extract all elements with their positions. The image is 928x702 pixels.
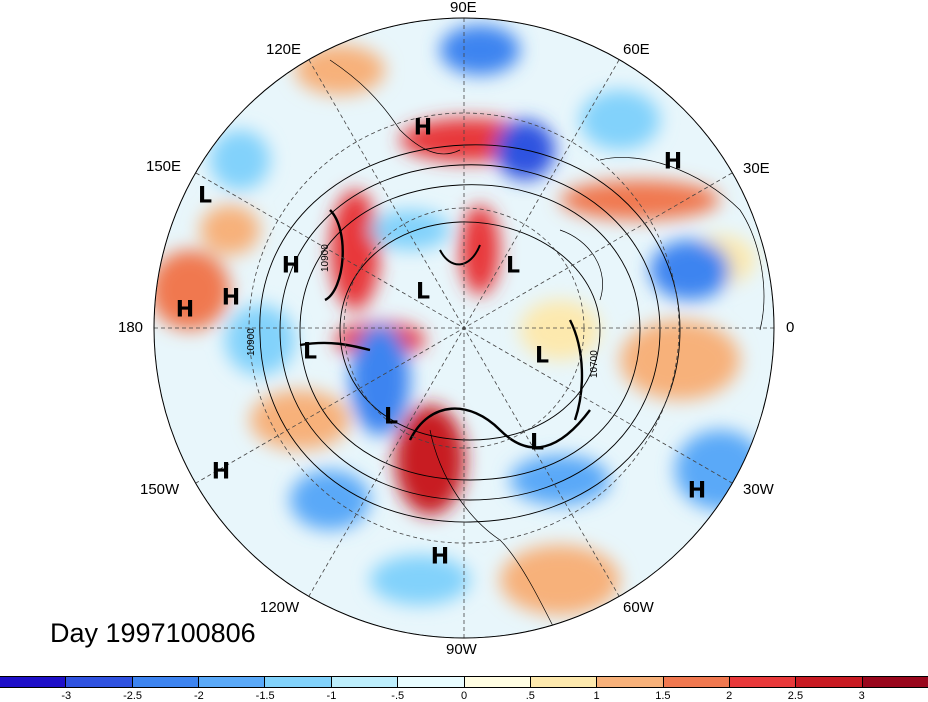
colorbar-box: [597, 677, 664, 687]
colorbar-tick-label: 2.5: [787, 690, 804, 702]
map-border: [153, 17, 775, 639]
low-pressure-marker: L: [384, 405, 398, 430]
colorbar-tick-label: 0: [460, 690, 468, 702]
lon-label-60w: 60W: [623, 599, 654, 616]
high-pressure-marker: H: [222, 286, 240, 311]
lon-label-150w: 150W: [140, 481, 180, 498]
colorbar-box: [862, 677, 928, 687]
colorbar-tick-label: -.5: [391, 690, 405, 702]
lon-label-120w: 120W: [260, 599, 300, 616]
colorbar-box: [199, 677, 266, 687]
high-pressure-marker: H: [431, 545, 449, 570]
colorbar-box: [132, 677, 200, 687]
colorbar-tick-label: -2.5: [123, 690, 143, 702]
low-pressure-marker: L: [198, 184, 212, 209]
colorbar-box: [0, 677, 67, 687]
colorbar-tick-label: -1.5: [255, 690, 275, 702]
lon-label-60e: 60E: [623, 41, 650, 58]
high-pressure-marker: H: [282, 254, 300, 279]
lon-label-120e: 120E: [266, 41, 302, 58]
height-contours: [259, 144, 681, 523]
colorbar-box: [530, 677, 598, 687]
lon-label-150e: 150E: [146, 158, 182, 175]
colorbar-tick-label: 1: [593, 690, 600, 702]
contour-label: 10900: [320, 244, 331, 272]
colorbar-box: [331, 677, 399, 687]
colorbar-box: [66, 677, 133, 687]
colorbar-tick-label: -3: [61, 690, 72, 702]
low-pressure-marker: L: [530, 431, 544, 456]
colorbar-tick-label: 1.5: [655, 690, 671, 702]
high-pressure-marker: H: [414, 116, 432, 141]
colorbar-box: [729, 677, 797, 687]
colorbar-box: [265, 677, 332, 687]
colorbar-tick-label: -2: [193, 690, 204, 702]
contour-label: 10900: [246, 328, 257, 356]
colorbar-box: [663, 677, 730, 687]
day-label: Day 1997100806: [50, 618, 256, 648]
lon-label-180: 180: [118, 319, 144, 336]
colorbar-box: [464, 677, 531, 687]
low-pressure-marker: L: [535, 344, 549, 369]
high-pressure-marker: H: [212, 460, 230, 485]
colorbar-tick-label: -1: [326, 690, 337, 702]
colorbar-tick-label: 2: [726, 690, 733, 702]
lon-label-90e: 90E: [450, 0, 477, 16]
colorbar-tick-label: .5: [525, 690, 535, 702]
anomaly-field: [154, 18, 774, 638]
coastlines: [329, 59, 765, 638]
polar-stereographic-map: 10900 10900 10700 H H L H H H L L L L L L H H H: [153, 17, 775, 639]
low-pressure-marker: L: [416, 280, 430, 305]
high-pressure-marker: H: [664, 150, 682, 175]
colorbar-box: [796, 677, 863, 687]
high-pressure-marker: H: [688, 479, 706, 504]
lon-label-30w: 30W: [743, 481, 774, 498]
colorbar-tick-label: 3: [858, 690, 865, 702]
low-pressure-marker: L: [506, 254, 520, 279]
contour-label: 10700: [589, 350, 600, 378]
graticule: [154, 18, 774, 638]
lon-label-90w: 90W: [446, 641, 477, 658]
low-pressure-marker: L: [303, 340, 317, 365]
high-pressure-marker: H: [176, 298, 194, 323]
colorbar-box: [398, 677, 465, 687]
lon-label-30e: 30E: [743, 160, 770, 177]
lon-label-0: 0: [786, 319, 795, 336]
pressure-centers: H H L H H H L L L L L L H H H: [176, 116, 706, 570]
colorbar: [0, 676, 928, 688]
